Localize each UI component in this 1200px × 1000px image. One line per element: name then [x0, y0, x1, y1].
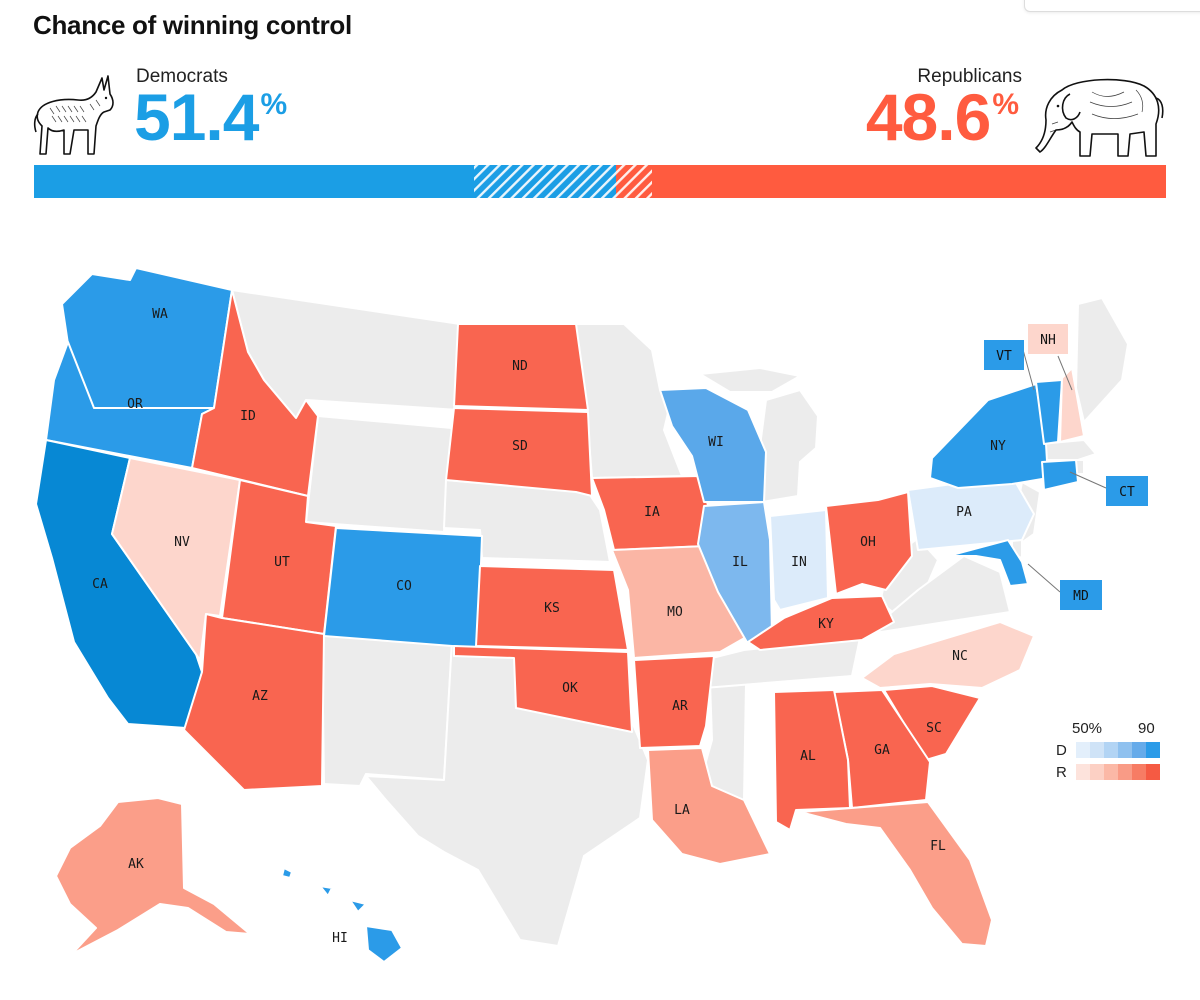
callout-box-VT — [984, 340, 1024, 370]
state-label-OH: OH — [860, 535, 876, 550]
state-label-VT: VT — [996, 349, 1012, 364]
legend-r-swatch-5 — [1132, 764, 1146, 780]
state-label-NY: NY — [990, 439, 1006, 454]
state-CT — [1041, 459, 1079, 491]
state-label-IA: IA — [644, 505, 660, 520]
map-legend: 50% 90 D R — [1052, 720, 1172, 784]
state-label-OR: OR — [127, 397, 143, 412]
state-label-AR: AR — [672, 699, 688, 714]
state-HI — [281, 867, 403, 963]
state-KS — [475, 565, 629, 651]
legend-d-scale — [1076, 742, 1160, 758]
state-label-CT: CT — [1119, 485, 1135, 500]
state-label-ND: ND — [512, 359, 528, 374]
legend-d-swatch-5 — [1132, 742, 1146, 758]
state-ND — [453, 323, 589, 411]
corner-card-edge — [1024, 0, 1200, 12]
legend-r-swatch-1 — [1076, 764, 1090, 780]
legend-r-swatch-2 — [1090, 764, 1104, 780]
state-label-MO: MO — [667, 605, 683, 620]
state-AR — [633, 655, 715, 749]
state-label-KS: KS — [544, 601, 560, 616]
state-AK — [55, 797, 251, 955]
legend-low-label: 50% — [1072, 720, 1103, 737]
legend-d-swatch-1 — [1076, 742, 1090, 758]
legend-r-swatch-4 — [1118, 764, 1132, 780]
legend-r-scale — [1076, 764, 1160, 780]
state-label-IL: IL — [732, 555, 748, 570]
state-label-GA: GA — [874, 743, 890, 758]
page-title: Chance of winning control — [33, 10, 352, 40]
legend-r-label: R — [1056, 764, 1067, 781]
state-OK — [453, 645, 633, 733]
state-label-IN: IN — [791, 555, 807, 570]
legend-high-label: 90 — [1138, 720, 1155, 737]
bar-democrats-hatched-segment — [474, 165, 616, 198]
state-label-WA: WA — [152, 307, 168, 322]
democrats-label: Democrats — [136, 66, 228, 87]
state-NY — [929, 383, 1049, 489]
republicans-chance: 48.6% — [865, 80, 1019, 154]
state-label-AZ: AZ — [252, 689, 268, 704]
state-label-ID: ID — [240, 409, 256, 424]
state-label-MD: MD — [1073, 589, 1089, 604]
state-WY — [305, 415, 453, 533]
state-MI-up — [699, 367, 801, 393]
state-label-NH: NH — [1040, 333, 1056, 348]
state-AZ — [183, 613, 325, 791]
state-label-AK: AK — [128, 857, 144, 872]
donkey-icon — [33, 75, 114, 155]
state-label-OK: OK — [562, 681, 578, 696]
state-AL — [773, 689, 851, 831]
state-NH — [1059, 367, 1085, 443]
state-MI — [759, 389, 819, 503]
state-MD — [947, 539, 1029, 587]
republicans-label: Republicans — [917, 66, 1022, 87]
state-label-LA: LA — [674, 803, 690, 818]
elephant-icon — [1035, 78, 1164, 157]
legend-d-swatch-2 — [1090, 742, 1104, 758]
state-label-SC: SC — [926, 721, 942, 736]
state-IN — [769, 509, 829, 611]
control-probability-bar — [34, 165, 1166, 198]
state-label-UT: UT — [274, 555, 290, 570]
democrats-chance: 51.4% — [134, 80, 287, 154]
state-LA — [647, 747, 771, 865]
legend-d-swatch-6 — [1146, 742, 1160, 758]
callout-box-NH — [1028, 324, 1068, 354]
state-label-HI: HI — [332, 931, 348, 946]
callout-box-MD — [1060, 580, 1102, 610]
state-SD — [445, 407, 593, 497]
state-ME — [1075, 297, 1129, 423]
state-KY — [747, 595, 895, 651]
bar-republicans-segment — [652, 165, 1166, 198]
state-NC — [861, 621, 1035, 689]
legend-d-swatch-4 — [1118, 742, 1132, 758]
legend-d-label: D — [1056, 742, 1067, 759]
state-VT — [1035, 379, 1063, 445]
bar-democrats-segment — [34, 165, 474, 198]
state-ID — [191, 289, 319, 497]
state-label-NV: NV — [174, 535, 190, 550]
callout-box-CT — [1106, 476, 1148, 506]
legend-d-swatch-3 — [1104, 742, 1118, 758]
state-label-NC: NC — [952, 649, 968, 664]
state-WA — [61, 267, 233, 411]
state-label-FL: FL — [930, 839, 946, 854]
state-label-CO: CO — [396, 579, 412, 594]
bar-republicans-hatched-segment — [616, 165, 652, 198]
state-OH — [825, 491, 913, 595]
state-label-SD: SD — [512, 439, 528, 454]
state-FL — [799, 801, 993, 947]
state-label-WI: WI — [708, 435, 724, 450]
state-NM — [321, 633, 453, 787]
legend-r-swatch-3 — [1104, 764, 1118, 780]
state-label-PA: PA — [956, 505, 972, 520]
state-label-KY: KY — [818, 617, 834, 632]
state-label-CA: CA — [92, 577, 108, 592]
state-label-AL: AL — [800, 749, 816, 764]
us-senate-map: WA OR CA NV ID UT AZ CO ND SD KS OK IA MO AR LA WI IL IN KY… — [35, 267, 1148, 963]
legend-r-swatch-6 — [1146, 764, 1160, 780]
